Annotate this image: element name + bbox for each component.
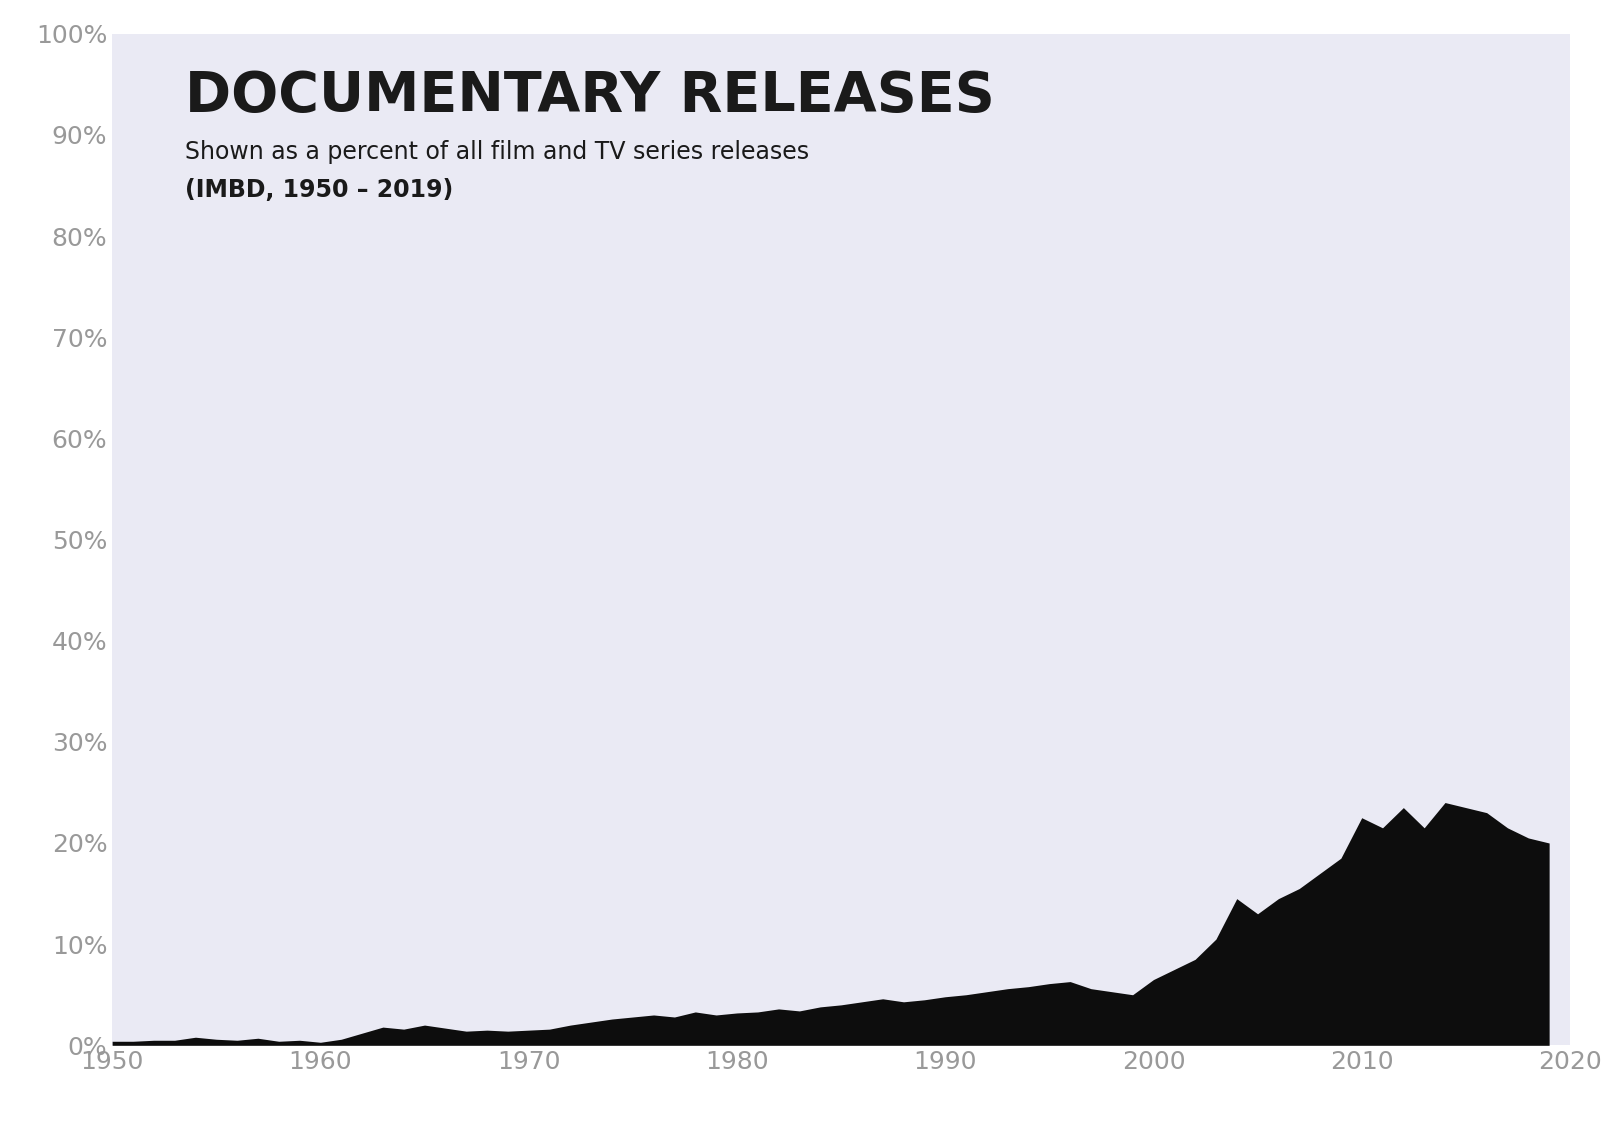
Text: (IMBD, 1950 – 2019): (IMBD, 1950 – 2019) (186, 179, 453, 202)
Text: Shown as a percent of all film and TV series releases: Shown as a percent of all film and TV se… (186, 140, 809, 164)
Text: DOCUMENTARY RELEASES: DOCUMENTARY RELEASES (186, 70, 995, 124)
